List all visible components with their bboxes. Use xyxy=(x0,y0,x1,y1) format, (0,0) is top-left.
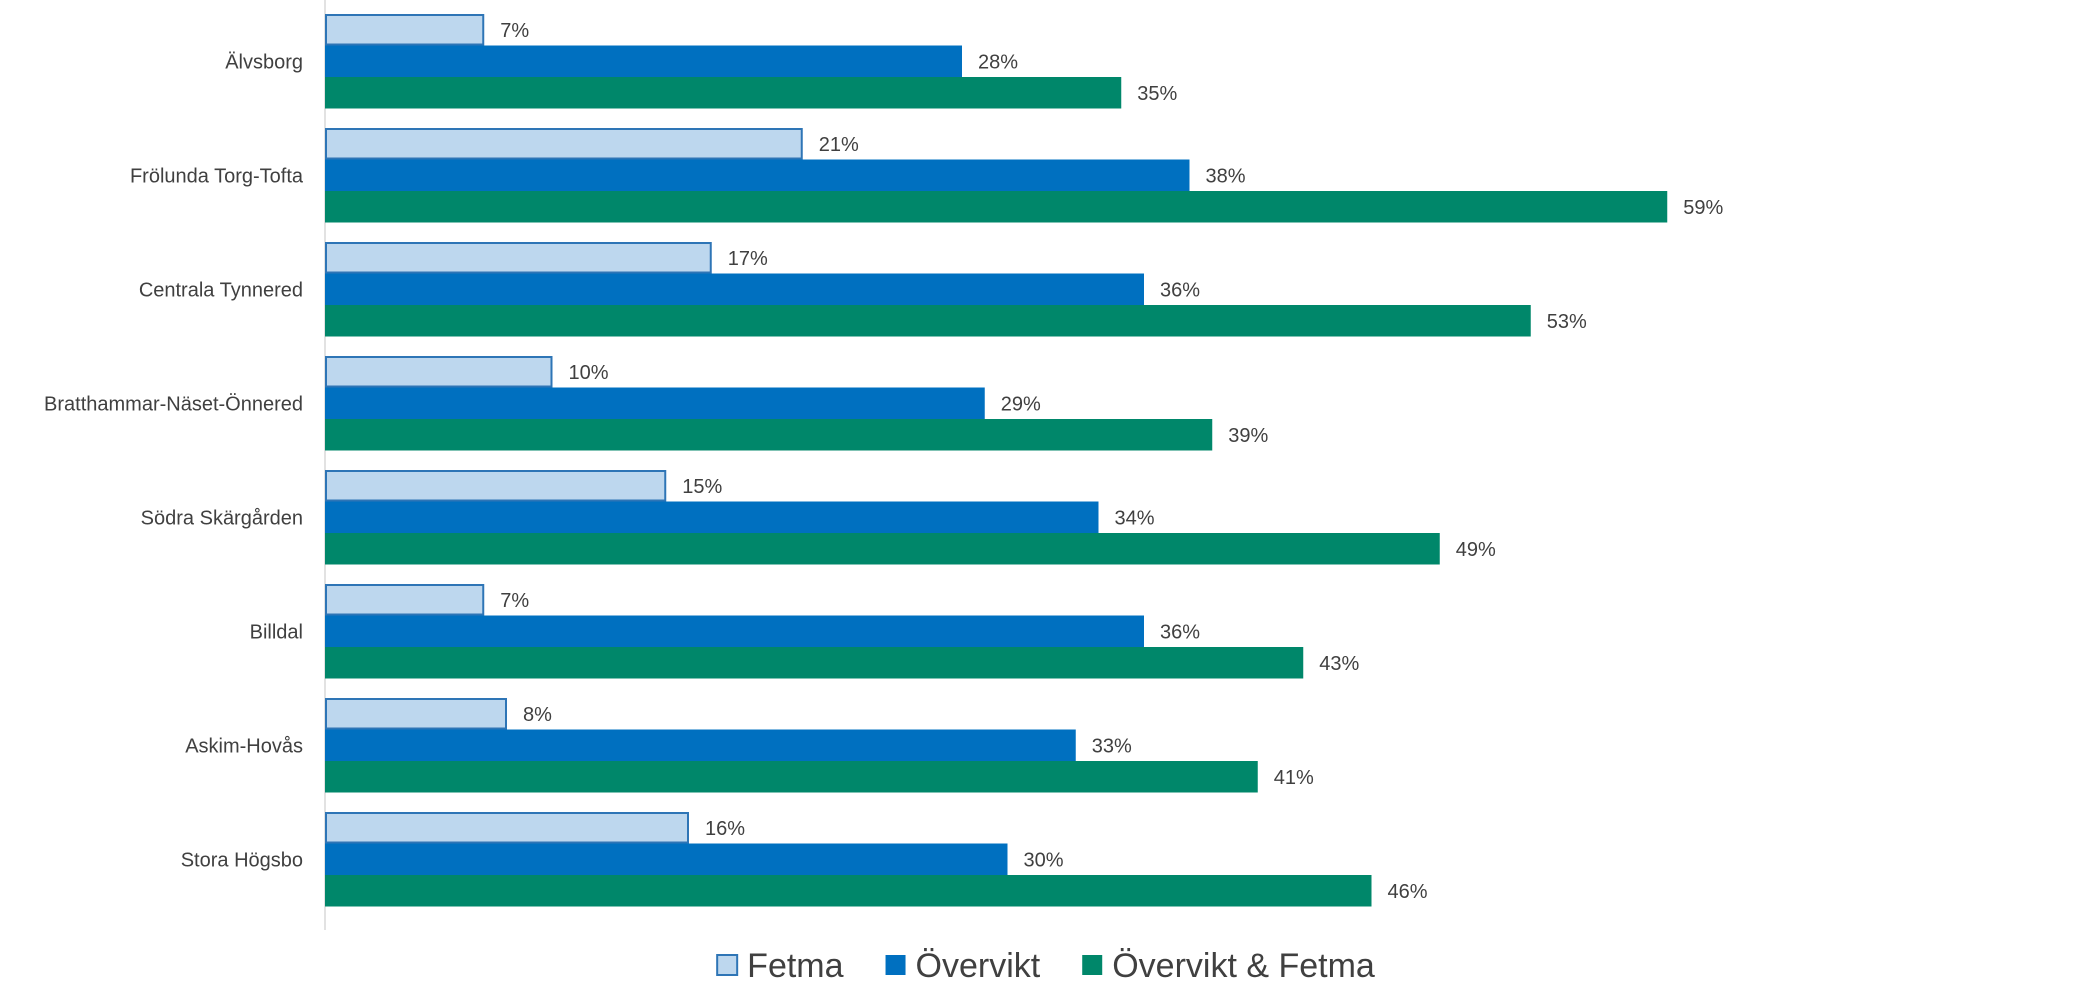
bar-overvikt-centrala-tynnered xyxy=(325,273,1144,305)
labels-layer: Älvsborg 7% 28% 35% Frölunda Torg-Tofta 21% 38… xyxy=(44,20,1723,903)
value-label-fetma-bratthammar-naset-onnered: 10% xyxy=(569,362,609,384)
bar-overvikt-and-fetma-billdal xyxy=(325,647,1304,679)
bar-overvikt-sodra-skargarden xyxy=(325,501,1099,533)
value-label-overvikt-and-fetma-sodra-skargarden: 49% xyxy=(1456,539,1496,561)
bar-overvikt-and-fetma-bratthammar-naset-onnered xyxy=(325,419,1213,451)
category-label-sodra-skargarden: Södra Skärgården xyxy=(141,507,303,529)
legend-label-fetma: Fetma xyxy=(747,947,843,985)
value-label-fetma-alvsborg: 7% xyxy=(500,20,529,42)
category-label-askim-hovas: Askim-Hovås xyxy=(185,735,303,757)
bar-fetma-centrala-tynnered xyxy=(325,242,712,274)
bar-fetma-alvsborg xyxy=(325,14,485,46)
category-label-bratthammar-naset-onnered: Bratthammar-Näset-Önnered xyxy=(44,393,303,415)
value-label-overvikt-billdal: 36% xyxy=(1160,621,1200,643)
bar-overvikt-and-fetma-alvsborg xyxy=(325,77,1122,109)
category-label-alvsborg: Älvsborg xyxy=(225,51,303,73)
bar-fetma-bratthammar-naset-onnered xyxy=(325,356,553,388)
bar-overvikt-and-fetma-sodra-skargarden xyxy=(325,533,1440,565)
bar-overvikt-stora-hogsbo xyxy=(325,843,1008,875)
bar-fetma-askim-hovas xyxy=(325,698,507,730)
category-label-billdal: Billdal xyxy=(250,621,303,643)
bar-fetma-stora-hogsbo xyxy=(325,812,689,844)
bar-fetma-sodra-skargarden xyxy=(325,470,667,502)
value-label-overvikt-bratthammar-naset-onnered: 29% xyxy=(1001,393,1041,415)
bar-fetma-billdal xyxy=(325,584,485,616)
legend: Fetma Övervikt Övervikt & Fetma xyxy=(716,947,1375,985)
bar-overvikt-askim-hovas xyxy=(325,729,1076,761)
bar-overvikt-alvsborg xyxy=(325,45,962,77)
value-label-fetma-sodra-skargarden: 15% xyxy=(682,476,722,498)
bar-overvikt-and-fetma-stora-hogsbo xyxy=(325,875,1372,907)
legend-swatch-fetma xyxy=(716,954,739,976)
bar-overvikt-and-fetma-centrala-tynnered xyxy=(325,305,1531,337)
bar-overvikt-frolunda-torg-tofta xyxy=(325,159,1190,191)
value-label-fetma-stora-hogsbo: 16% xyxy=(705,818,745,840)
value-label-overvikt-alvsborg: 28% xyxy=(978,51,1018,73)
category-label-stora-hogsbo: Stora Högsbo xyxy=(181,849,303,871)
bar-overvikt-and-fetma-frolunda-torg-tofta xyxy=(325,191,1668,223)
legend-label-overvikt: Övervikt xyxy=(916,947,1041,985)
value-label-fetma-frolunda-torg-tofta: 21% xyxy=(819,134,859,156)
bar-overvikt-bratthammar-naset-onnered xyxy=(325,387,985,419)
bar-overvikt-and-fetma-askim-hovas xyxy=(325,761,1258,793)
value-label-overvikt-and-fetma-bratthammar-naset-onnered: 39% xyxy=(1228,425,1268,447)
bar-fetma-frolunda-torg-tofta xyxy=(325,128,803,160)
legend-swatch-overvikt-and-fetma xyxy=(1082,955,1103,975)
legend-label-overvikt-and-fetma: Övervikt & Fetma xyxy=(1112,947,1375,985)
value-label-overvikt-stora-hogsbo: 30% xyxy=(1024,849,1064,871)
value-label-overvikt-and-fetma-billdal: 43% xyxy=(1319,653,1359,675)
value-label-overvikt-centrala-tynnered: 36% xyxy=(1160,279,1200,301)
value-label-overvikt-and-fetma-centrala-tynnered: 53% xyxy=(1547,311,1587,333)
value-label-fetma-centrala-tynnered: 17% xyxy=(728,248,768,270)
value-label-overvikt-and-fetma-askim-hovas: 41% xyxy=(1274,767,1314,789)
value-label-overvikt-frolunda-torg-tofta: 38% xyxy=(1206,165,1246,187)
value-label-overvikt-and-fetma-frolunda-torg-tofta: 59% xyxy=(1683,197,1723,219)
value-label-fetma-askim-hovas: 8% xyxy=(523,704,552,726)
value-label-overvikt-sodra-skargarden: 34% xyxy=(1115,507,1155,529)
value-label-fetma-billdal: 7% xyxy=(500,590,529,612)
legend-swatch-overvikt xyxy=(885,955,906,975)
category-label-centrala-tynnered: Centrala Tynnered xyxy=(139,279,303,301)
category-label-frolunda-torg-tofta: Frölunda Torg-Tofta xyxy=(130,165,304,187)
bars-layer xyxy=(325,14,1668,907)
value-label-overvikt-and-fetma-stora-hogsbo: 46% xyxy=(1388,881,1428,903)
value-label-overvikt-and-fetma-alvsborg: 35% xyxy=(1137,83,1177,105)
bar-overvikt-billdal xyxy=(325,615,1144,647)
value-label-overvikt-askim-hovas: 33% xyxy=(1092,735,1132,757)
